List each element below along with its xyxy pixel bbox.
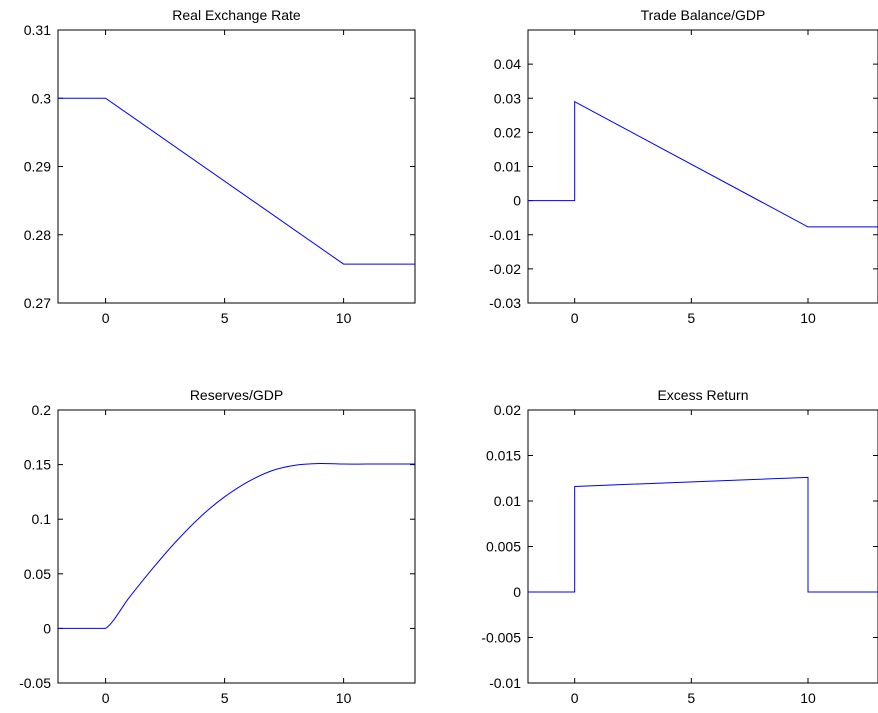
real-exchange-rate-title: Real Exchange Rate — [172, 7, 301, 23]
reserves-gdp-ytick-label: 0.05 — [24, 566, 51, 582]
trade-balance-gdp-ytick-label: -0.02 — [489, 261, 521, 277]
trade-balance-gdp-xtick-label: 0 — [571, 310, 579, 326]
reserves-gdp-xtick-label: 10 — [336, 690, 352, 706]
trade-balance-gdp-ytick-label: -0.03 — [489, 295, 521, 311]
real-exchange-rate-xtick-label: 5 — [221, 310, 229, 326]
reserves-gdp-xtick-label: 5 — [221, 690, 229, 706]
trade-balance-gdp-ytick-label: 0.02 — [494, 124, 521, 140]
reserves-gdp-ytick-label: 0.15 — [24, 457, 51, 473]
excess-return-xtick-label: 0 — [571, 690, 579, 706]
trade-balance-gdp-series-line — [528, 100, 878, 228]
reserves-gdp-xtick-label: 0 — [102, 690, 110, 706]
real-exchange-rate-ytick-label: 0.29 — [24, 159, 51, 175]
excess-return-xtick-label: 5 — [687, 690, 695, 706]
excess-return-ytick-label: 0.005 — [486, 539, 521, 555]
excess-return-ytick-label: -0.005 — [481, 630, 521, 646]
excess-return-ytick-label: 0 — [513, 584, 521, 600]
excess-return-title: Excess Return — [657, 387, 748, 403]
excess-return-ytick-label: 0.01 — [494, 493, 521, 509]
excess-return-ytick-label: -0.01 — [489, 675, 521, 691]
trade-balance-gdp-ytick-label: 0.01 — [494, 159, 521, 175]
trade-balance-gdp-ytick-label: -0.01 — [489, 227, 521, 243]
real-exchange-rate-ytick-label: 0.27 — [24, 295, 51, 311]
real-exchange-rate-series-line — [58, 97, 415, 265]
real-exchange-rate-ytick-label: 0.28 — [24, 227, 51, 243]
reserves-gdp-ytick-label: 0.2 — [32, 402, 52, 418]
real-exchange-rate-axes — [57, 29, 416, 304]
reserves-gdp-title: Reserves/GDP — [190, 387, 283, 403]
trade-balance-gdp-xtick-label: 5 — [687, 310, 695, 326]
trade-balance-gdp-title: Trade Balance/GDP — [641, 7, 766, 23]
excess-return-axes — [527, 409, 878, 684]
reserves-gdp-axes — [57, 409, 416, 684]
excess-return-panel: Excess Return -0.01 -0.005 0 0.005 0.01 0.015 0… — [481, 387, 878, 706]
trade-balance-gdp-ytick-label: 0 — [513, 193, 521, 209]
reserves-gdp-series-line — [58, 462, 415, 629]
excess-return-ytick-label: 0.02 — [494, 402, 521, 418]
real-exchange-rate-xtick-label: 0 — [102, 310, 110, 326]
reserves-gdp-ytick-label: 0.1 — [32, 511, 52, 527]
reserves-gdp-ytick-label: 0 — [43, 620, 51, 636]
reserves-gdp-ytick-label: -0.05 — [19, 675, 51, 691]
trade-balance-gdp-ytick-label: 0.04 — [494, 56, 521, 72]
trade-balance-gdp-xtick-label: 10 — [800, 310, 816, 326]
excess-return-series-line — [528, 476, 878, 593]
reserves-gdp-panel: Reserves/GDP -0.05 0 0.05 0.1 0.15 0.2 0 5 10 — [19, 387, 416, 706]
real-exchange-rate-ytick-label: 0.3 — [32, 90, 52, 106]
trade-balance-gdp-panel: Trade Balance/GDP -0.03 -0.02 -0.01 0 0.01 0.0… — [489, 7, 878, 326]
real-exchange-rate-xtick-label: 10 — [336, 310, 352, 326]
real-exchange-rate-panel: Real Exchange Rate 0.27 0.28 0.29 0.3 0.31 0 5 1… — [24, 7, 416, 326]
excess-return-ytick-label: 0.015 — [486, 448, 521, 464]
excess-return-xtick-label: 10 — [800, 690, 816, 706]
trade-balance-gdp-ytick-label: 0.03 — [494, 90, 521, 106]
trade-balance-gdp-axes — [527, 29, 878, 304]
real-exchange-rate-ytick-label: 0.31 — [24, 22, 51, 38]
